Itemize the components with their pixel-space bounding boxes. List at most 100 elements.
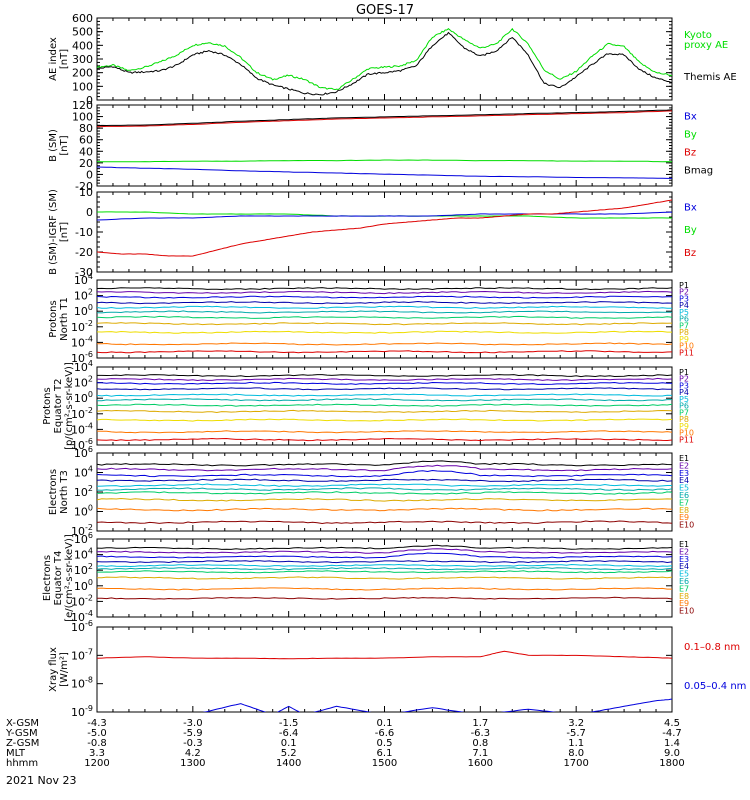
channel-e4 <box>97 560 672 564</box>
channel-label: E8 <box>679 592 689 601</box>
channel-label: P2 <box>679 375 689 384</box>
y-tick-label: 100 <box>74 504 93 519</box>
legend-entry: 0.1–0.8 nm <box>684 642 740 653</box>
legend-entry: Bx <box>684 202 697 213</box>
panel-bsmigrf: -30 -20 -10 0 10 B (SM)-IGRF (SM) [nT] Bx By Bz <box>48 186 697 279</box>
channel-p9 <box>97 330 672 334</box>
channel-p4 <box>97 387 672 391</box>
channel-label: E3 <box>679 469 689 478</box>
series-0-05-0-4-nm <box>202 698 672 712</box>
x-axis-value: 0.8 <box>472 738 488 749</box>
channel-label: E7 <box>679 584 689 593</box>
series-bz <box>97 110 672 128</box>
channel-e4 <box>97 478 672 483</box>
y-tick-label: 100 <box>74 578 93 593</box>
y-tick-label: 100 <box>74 303 93 318</box>
channel-p6 <box>97 310 672 314</box>
legend-entry: Bx <box>684 111 697 122</box>
y-axis-label: [W/m²] <box>59 652 70 687</box>
channel-label: P4 <box>679 301 689 310</box>
plot-area <box>97 650 672 712</box>
y-tick-label: 40 <box>79 145 93 158</box>
y-tick-label: 0 <box>86 168 93 181</box>
x-axis-value: 1600 <box>468 758 493 769</box>
series-bx <box>97 211 672 221</box>
y-tick-label: -10 <box>75 226 93 239</box>
y-axis-label: [nT] <box>59 135 70 155</box>
y-tick-label: 10-6 <box>71 619 93 634</box>
y-axis-label: Equator T4 <box>53 551 64 606</box>
y-tick-label: 100 <box>72 80 93 93</box>
y-tick-label: 10-7 <box>71 647 93 662</box>
channel-label: E8 <box>679 506 689 515</box>
channel-label: E2 <box>679 547 689 556</box>
channel-label: E5 <box>679 570 689 579</box>
channel-e3 <box>97 469 672 478</box>
chart-title: GOES-17 <box>356 3 414 18</box>
y-tick-label: 104 <box>74 359 93 374</box>
series-themis-ae <box>97 31 672 96</box>
channel-label: E5 <box>679 484 689 493</box>
x-axis-value: 1.4 <box>664 738 680 749</box>
channel-p5 <box>97 305 672 309</box>
channel-p4 <box>97 300 672 305</box>
y-tick-label: 102 <box>74 375 93 390</box>
x-axis-row-label: hhmm <box>6 758 38 769</box>
y-tick-label: 104 <box>74 465 93 480</box>
plot-area <box>97 199 672 257</box>
channel-p11 <box>97 437 672 442</box>
channel-label: P4 <box>679 388 689 397</box>
legend-entry: Kyoto <box>684 30 712 41</box>
channel-p10 <box>97 342 672 346</box>
y-axis-label: Protons <box>42 387 53 424</box>
channel-label: E2 <box>679 461 689 470</box>
channel-label: P6 <box>679 315 689 324</box>
channel-e3 <box>97 552 672 559</box>
y-tick-label: -20 <box>75 246 93 259</box>
y-tick-label: -30 <box>75 266 93 279</box>
channel-p9 <box>97 418 672 422</box>
channel-p8 <box>97 322 672 326</box>
y-tick-label: 10-4 <box>71 334 93 349</box>
x-axis-value: 1.7 <box>472 718 488 729</box>
y-tick-label: 100 <box>74 390 93 405</box>
channel-label: P9 <box>679 335 689 344</box>
channel-p11 <box>97 350 672 354</box>
series-by <box>97 211 672 219</box>
y-tick-label: 102 <box>74 484 93 499</box>
channel-label: E1 <box>679 540 689 549</box>
channel-label: P3 <box>679 381 689 390</box>
channel-p1 <box>97 287 672 291</box>
channel-label: P10 <box>679 342 694 351</box>
y-tick-label: 600 <box>72 12 93 25</box>
channel-label: P11 <box>679 435 694 444</box>
x-axis-value: -5.7 <box>566 728 586 739</box>
x-axis-value: 5.2 <box>281 748 297 759</box>
channel-label: P6 <box>679 402 689 411</box>
channel-p2 <box>97 290 672 295</box>
panel-frame <box>96 626 673 713</box>
x-axis-value: 3.2 <box>568 718 584 729</box>
legend-entry: By <box>684 225 697 236</box>
channel-e8 <box>97 497 672 502</box>
channel-e2 <box>97 548 672 554</box>
x-axis-value: 1200 <box>84 758 109 769</box>
y-tick-label: 106 <box>74 445 93 460</box>
channel-label: P7 <box>679 408 689 417</box>
channel-p3 <box>97 381 672 385</box>
channel-label: E9 <box>679 599 689 608</box>
y-axis-label: B (SM) <box>48 129 59 162</box>
channel-label: P8 <box>679 415 689 424</box>
y-tick-label: 0 <box>86 206 93 219</box>
channel-e6 <box>97 487 672 491</box>
channel-p7 <box>97 315 672 319</box>
y-axis-label: Equator T2 <box>53 379 64 434</box>
y-tick-label: -20 <box>75 180 93 193</box>
channel-label: E1 <box>679 454 689 463</box>
y-tick-label: 104 <box>74 547 93 562</box>
y-tick-label: 106 <box>74 531 93 546</box>
y-tick-label: 300 <box>72 53 93 66</box>
x-axis-value: -1.5 <box>279 718 299 729</box>
